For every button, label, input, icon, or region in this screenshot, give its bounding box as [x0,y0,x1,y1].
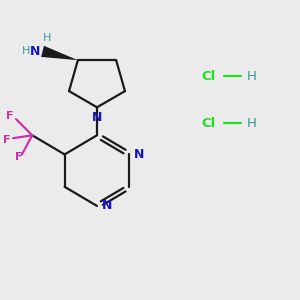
Polygon shape [41,46,78,60]
Text: N: N [134,148,144,161]
Text: H: H [43,33,51,43]
Text: N: N [30,45,40,58]
Text: F: F [6,111,14,121]
Text: H: H [22,46,31,56]
Text: F: F [3,135,11,145]
Text: N: N [101,200,112,212]
Text: H: H [247,70,256,83]
Text: Cl: Cl [202,117,216,130]
Text: H: H [247,117,256,130]
Text: F: F [15,152,23,162]
Text: Cl: Cl [202,70,216,83]
Text: N: N [92,111,102,124]
